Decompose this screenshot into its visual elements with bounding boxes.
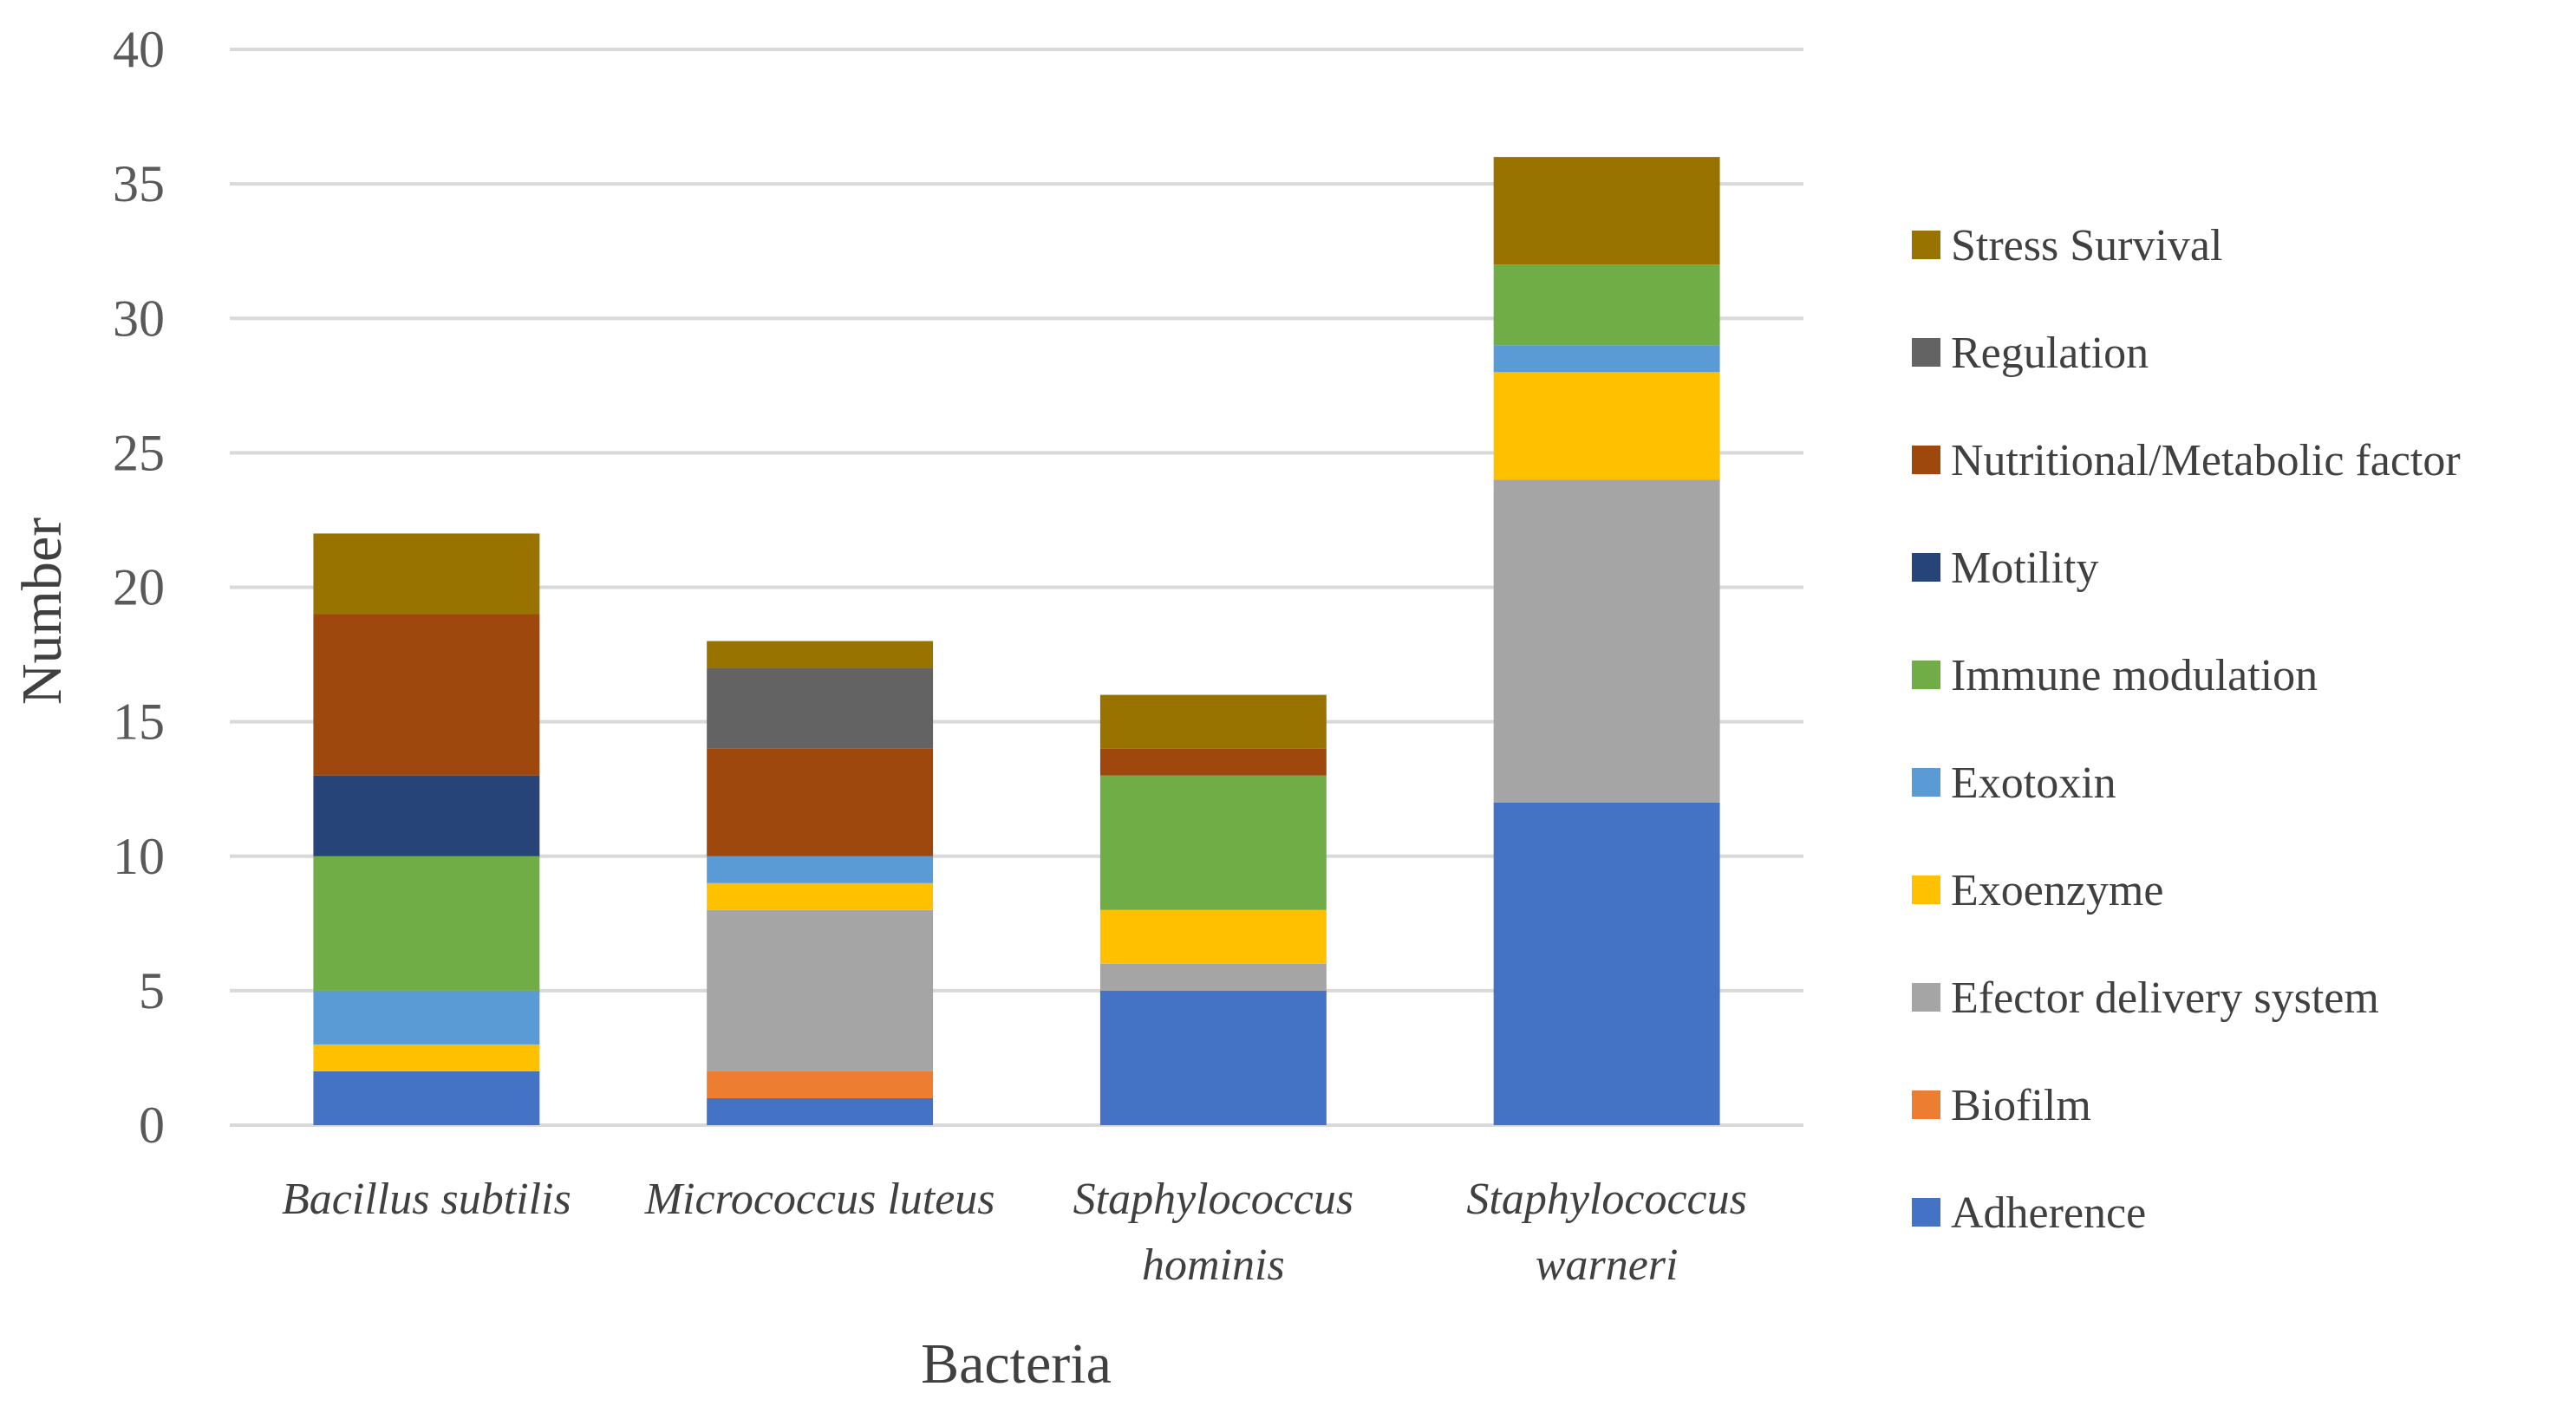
y-tick-label: 25 (113, 424, 165, 481)
bar-segment (707, 882, 934, 910)
bar-segment (1099, 909, 1327, 964)
bar-segment (313, 856, 540, 991)
legend-swatch (1912, 1090, 1940, 1119)
legend-label: Exotoxin (1951, 758, 2116, 808)
bar-segment (1099, 990, 1327, 1125)
y-tick-label: 35 (113, 155, 165, 212)
bar-segment (1099, 775, 1327, 910)
legend-swatch (1912, 875, 1940, 904)
legend-swatch (1912, 661, 1940, 689)
x-category-label: warneri (1536, 1240, 1679, 1290)
legend-swatch (1912, 768, 1940, 797)
x-axis-categories: Bacillus subtilis Micrococcus luteus Staph… (282, 1175, 1747, 1290)
legend-swatch (1912, 1198, 1940, 1227)
x-category-label: Staphylococcus (1073, 1175, 1353, 1224)
legend-swatch (1912, 983, 1940, 1012)
bar-segment (707, 667, 934, 749)
legend-label: Stress Survival (1951, 221, 2222, 270)
bar-segment (707, 909, 934, 1071)
legend-label: Immune modulation (1951, 651, 2318, 700)
bar-segment (1493, 157, 1720, 265)
legend-label: Nutritional/Metabolic factor (1951, 436, 2461, 485)
y-tick-label: 10 (113, 828, 165, 885)
legend-label: Adherence (1951, 1188, 2146, 1238)
y-axis-title: Number (10, 517, 74, 705)
legend-swatch (1912, 338, 1940, 367)
bar-segment (1493, 264, 1720, 346)
legend-swatch (1912, 446, 1940, 474)
bar-segment (1099, 748, 1327, 776)
y-tick-label: 0 (139, 1097, 165, 1154)
y-tick-label: 40 (113, 21, 165, 78)
x-category-label: Staphylococcus (1466, 1175, 1746, 1224)
y-tick-label: 30 (113, 290, 165, 347)
y-tick-label: 5 (139, 962, 165, 1019)
x-axis-title: Bacteria (921, 1332, 1112, 1396)
bar-segment (1099, 694, 1327, 749)
bar-segment (313, 1044, 540, 1071)
bar-segment (707, 641, 934, 668)
bar-segment (1493, 802, 1720, 1125)
legend: Stress Survival Regulation Nutritional/Met… (1912, 221, 2461, 1238)
bar-segment (313, 614, 540, 776)
bar-segment (1493, 345, 1720, 373)
bar-segment (707, 1097, 934, 1125)
y-tick-label: 15 (113, 693, 165, 751)
bar-segment (1493, 372, 1720, 480)
legend-label: Efector delivery system (1951, 973, 2379, 1023)
x-category-label: Micrococcus luteus (644, 1175, 995, 1224)
y-tick-label: 20 (113, 559, 165, 616)
bar-segment (1099, 963, 1327, 991)
bar-segment (313, 775, 540, 856)
bar-segment (707, 1071, 934, 1098)
bar-segment (1493, 479, 1720, 803)
legend-label: Motility (1951, 544, 2098, 593)
legend-swatch (1912, 231, 1940, 259)
bar-segment (707, 856, 934, 883)
bar-segment (313, 990, 540, 1045)
x-category-label: Bacillus subtilis (282, 1175, 571, 1224)
legend-label: Exoenzyme (1951, 866, 2163, 915)
bar-segment (707, 748, 934, 856)
legend-label: Regulation (1951, 329, 2149, 378)
legend-swatch (1912, 553, 1940, 582)
x-category-label: hominis (1142, 1240, 1285, 1290)
bar-segment (313, 533, 540, 615)
bars (313, 157, 1720, 1125)
legend-label: Biofilm (1951, 1081, 2091, 1130)
bar-segment (313, 1071, 540, 1125)
y-axis-ticks: 0 5 10 15 20 25 30 35 40 (113, 21, 165, 1154)
